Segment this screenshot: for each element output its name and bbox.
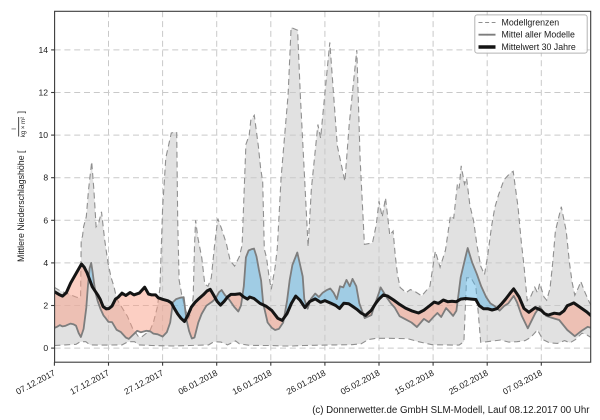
svg-text:6: 6 [43,215,48,225]
svg-text:(c) Donnerwetter.de GmbH SLM-M: (c) Donnerwetter.de GmbH SLM-Modell, Lau… [312,405,590,416]
svg-text:Mittel aller Modelle: Mittel aller Modelle [502,30,575,40]
svg-text:2: 2 [43,301,48,311]
svg-text:Mittelwert 30 Jahre: Mittelwert 30 Jahre [502,42,576,52]
svg-text:Mittlere Niederschlagshöhe [: Mittlere Niederschlagshöhe [ [16,150,26,262]
svg-text:14: 14 [39,45,49,55]
svg-text:l: l [12,128,18,129]
svg-text:]: ] [16,111,26,113]
svg-text:10: 10 [39,130,49,140]
svg-text:12: 12 [39,88,49,98]
svg-text:0: 0 [43,343,48,353]
svg-text:Modellgrenzen: Modellgrenzen [502,18,560,28]
svg-text:kg × m²: kg × m² [21,117,27,137]
svg-text:8: 8 [43,173,48,183]
svg-text:4: 4 [43,258,48,268]
